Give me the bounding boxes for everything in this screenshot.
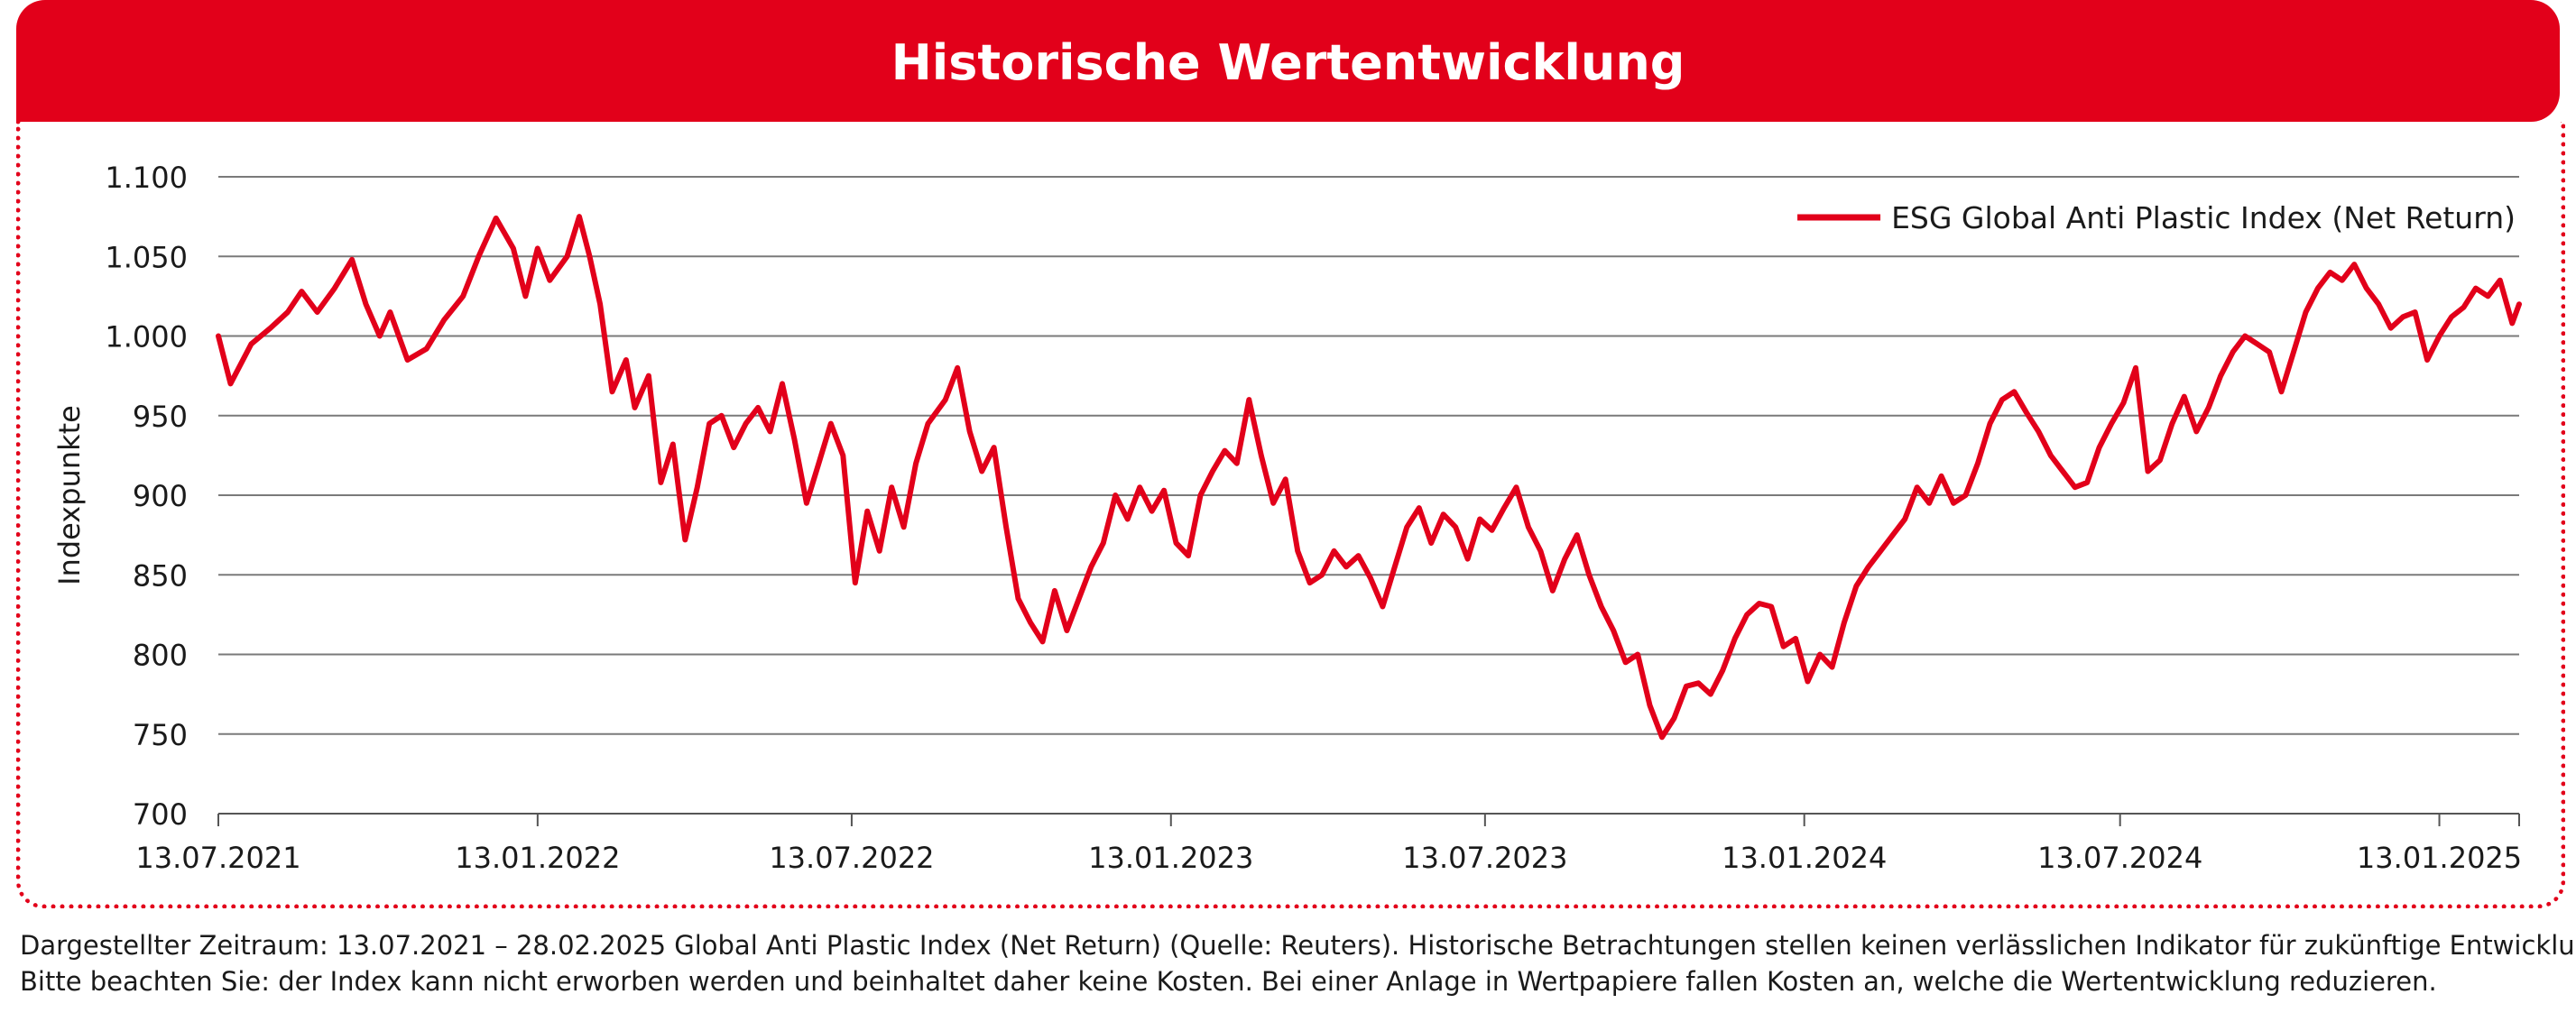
y-axis-label: Indexpunkte	[52, 405, 87, 585]
legend-label: ESG Global Anti Plastic Index (Net Retur…	[1891, 200, 2516, 235]
y-tick-label: 1.000	[105, 320, 188, 354]
y-tick-label: 1.050	[105, 240, 188, 274]
x-tick-label: 13.01.2024	[1722, 841, 1887, 875]
chart-header: Historische Wertentwicklung	[16, 0, 2560, 122]
chart-title: Historische Wertentwicklung	[891, 34, 1685, 91]
y-tick-label: 850	[133, 558, 188, 593]
y-tick-label: 700	[133, 797, 188, 832]
footnote: Dargestellter Zeitraum: 13.07.2021 – 28.…	[20, 927, 2576, 999]
line-chart: 700 750 800 850 900 950 1.000 1.050 1.100 13.07.2…	[52, 161, 2522, 875]
x-tick-label: 13.07.2023	[1402, 841, 1567, 875]
y-tick-label: 750	[133, 718, 188, 752]
y-tick-label: 950	[133, 400, 188, 434]
y-tick-label: 800	[133, 639, 188, 673]
footnote-line-2: Bitte beachten Sie: der Index kann nicht…	[20, 966, 2437, 997]
x-tick-label: 13.01.2025	[2357, 841, 2522, 875]
x-tick-label: 13.01.2023	[1088, 841, 1253, 875]
chart-frame	[16, 122, 2565, 908]
footnote-line-1: Dargestellter Zeitraum: 13.07.2021 – 28.…	[20, 930, 2576, 961]
x-tick-label: 13.07.2022	[769, 841, 934, 875]
series-line	[216, 214, 2522, 741]
y-tick-label: 1.100	[105, 161, 188, 195]
x-tick-label: 13.01.2022	[455, 841, 620, 875]
x-tick-label: 13.07.2021	[135, 841, 300, 875]
x-tick-label: 13.07.2024	[2037, 841, 2202, 875]
y-tick-label: 900	[133, 479, 188, 513]
